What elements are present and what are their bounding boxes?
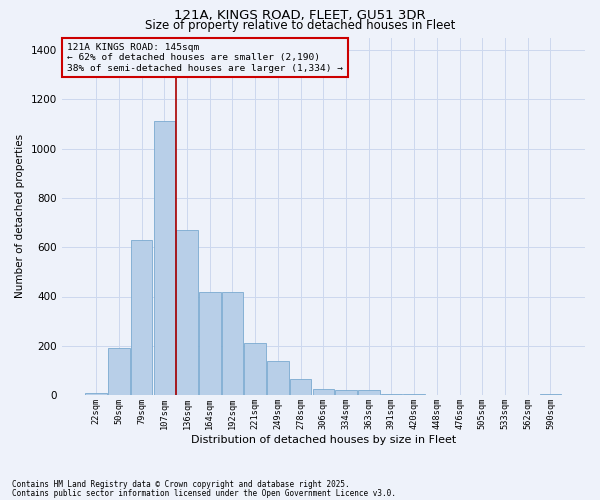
Bar: [335, 390, 357, 395]
X-axis label: Distribution of detached houses by size in Fleet: Distribution of detached houses by size …: [191, 435, 456, 445]
Bar: [154, 122, 175, 395]
Bar: [358, 390, 380, 395]
Text: 121A, KINGS ROAD, FLEET, GU51 3DR: 121A, KINGS ROAD, FLEET, GU51 3DR: [174, 9, 426, 22]
Bar: [290, 379, 311, 395]
Bar: [108, 348, 130, 395]
Text: Contains public sector information licensed under the Open Government Licence v3: Contains public sector information licen…: [12, 488, 396, 498]
Text: Contains HM Land Registry data © Crown copyright and database right 2025.: Contains HM Land Registry data © Crown c…: [12, 480, 350, 489]
Bar: [539, 394, 561, 395]
Bar: [244, 344, 266, 395]
Bar: [267, 360, 289, 395]
Bar: [313, 389, 334, 395]
Y-axis label: Number of detached properties: Number of detached properties: [15, 134, 25, 298]
Bar: [199, 292, 221, 395]
Bar: [380, 394, 402, 395]
Bar: [131, 240, 152, 395]
Bar: [85, 392, 107, 395]
Bar: [176, 230, 198, 395]
Bar: [403, 394, 425, 395]
Text: 121A KINGS ROAD: 145sqm
← 62% of detached houses are smaller (2,190)
38% of semi: 121A KINGS ROAD: 145sqm ← 62% of detache…: [67, 43, 343, 72]
Bar: [222, 292, 243, 395]
Text: Size of property relative to detached houses in Fleet: Size of property relative to detached ho…: [145, 19, 455, 32]
